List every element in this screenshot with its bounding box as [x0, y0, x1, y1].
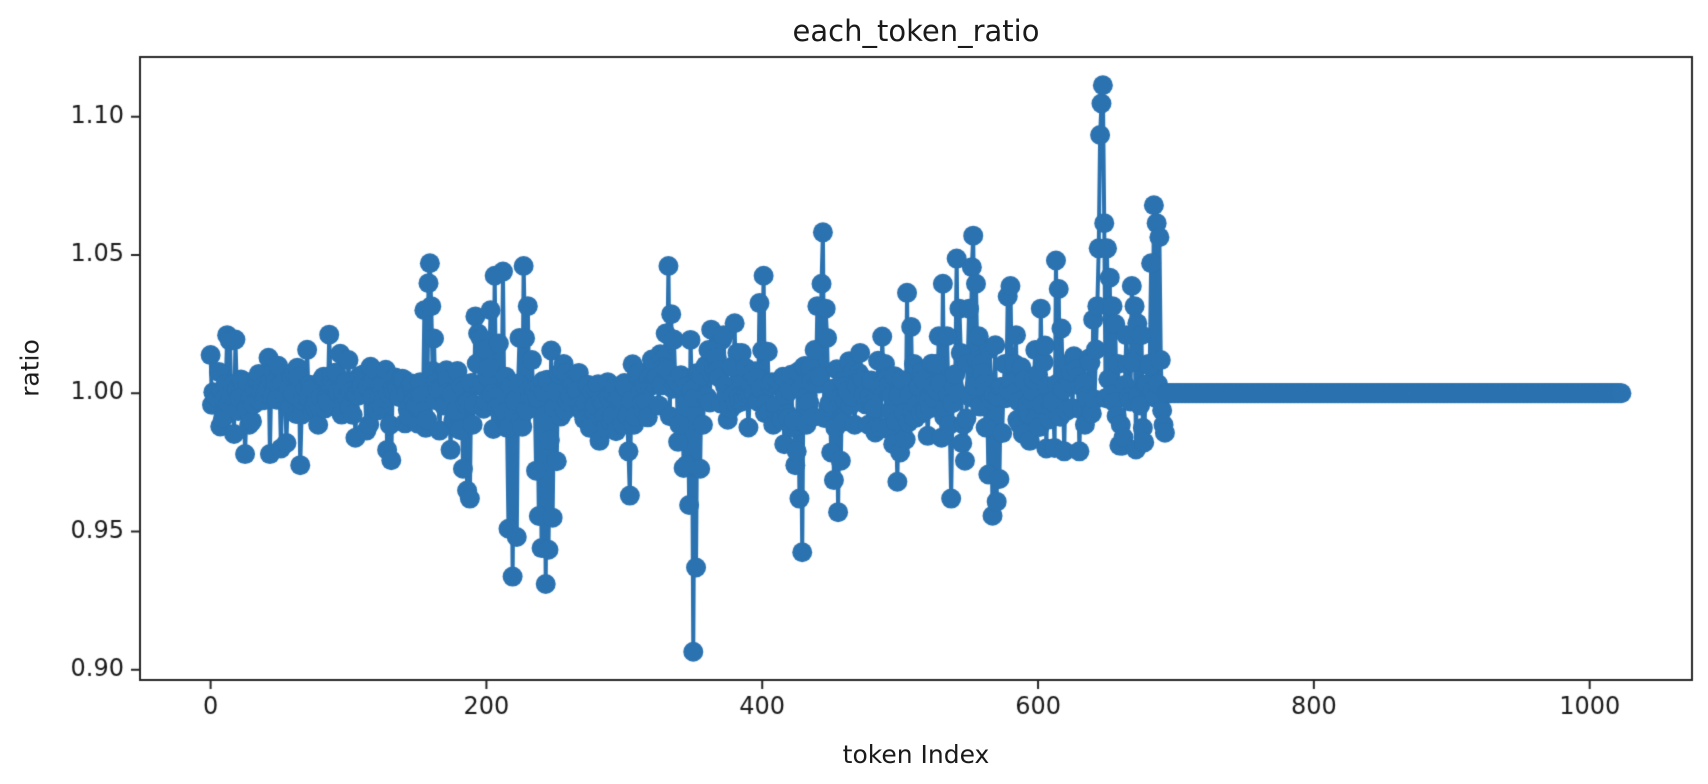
x-axis-label: token Index: [842, 740, 990, 769]
y-axis-label: ratio: [15, 339, 45, 397]
chart-title: each_token_ratio: [792, 14, 1040, 48]
